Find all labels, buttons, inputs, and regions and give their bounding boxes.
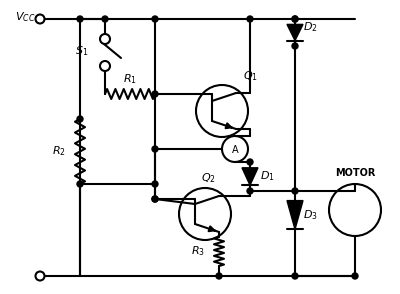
Text: $\mathsf{A}$: $\mathsf{A}$ — [231, 143, 239, 155]
Circle shape — [36, 14, 44, 24]
Circle shape — [292, 188, 298, 194]
Text: $Q_1$: $Q_1$ — [243, 69, 258, 83]
Text: $D_2$: $D_2$ — [303, 21, 318, 34]
Circle shape — [152, 16, 158, 22]
Circle shape — [102, 16, 108, 22]
Circle shape — [216, 273, 222, 279]
Circle shape — [152, 196, 158, 202]
Text: $R_1$: $R_1$ — [123, 72, 137, 86]
Polygon shape — [287, 201, 303, 229]
Text: $D_3$: $D_3$ — [303, 208, 318, 222]
Text: $R_2$: $R_2$ — [52, 145, 66, 158]
Text: $V_{CC}$: $V_{CC}$ — [15, 10, 36, 24]
Text: $Q_2$: $Q_2$ — [201, 171, 216, 185]
Circle shape — [100, 34, 110, 44]
Circle shape — [292, 16, 298, 22]
Text: MOTOR: MOTOR — [335, 168, 375, 178]
Circle shape — [77, 116, 83, 122]
Circle shape — [152, 181, 158, 187]
Polygon shape — [287, 24, 303, 41]
Circle shape — [247, 159, 253, 165]
Polygon shape — [242, 168, 258, 185]
Circle shape — [36, 271, 44, 280]
Circle shape — [292, 273, 298, 279]
Circle shape — [152, 91, 158, 97]
Circle shape — [292, 16, 298, 22]
Text: $S_1$: $S_1$ — [75, 44, 88, 58]
Circle shape — [292, 43, 298, 49]
Circle shape — [247, 188, 253, 194]
Circle shape — [77, 16, 83, 22]
Circle shape — [352, 273, 358, 279]
Text: $D_1$: $D_1$ — [260, 170, 275, 183]
Text: $R_3$: $R_3$ — [191, 245, 205, 258]
Circle shape — [152, 146, 158, 152]
Circle shape — [247, 16, 253, 22]
Circle shape — [152, 196, 158, 202]
Circle shape — [100, 61, 110, 71]
Circle shape — [77, 181, 83, 187]
